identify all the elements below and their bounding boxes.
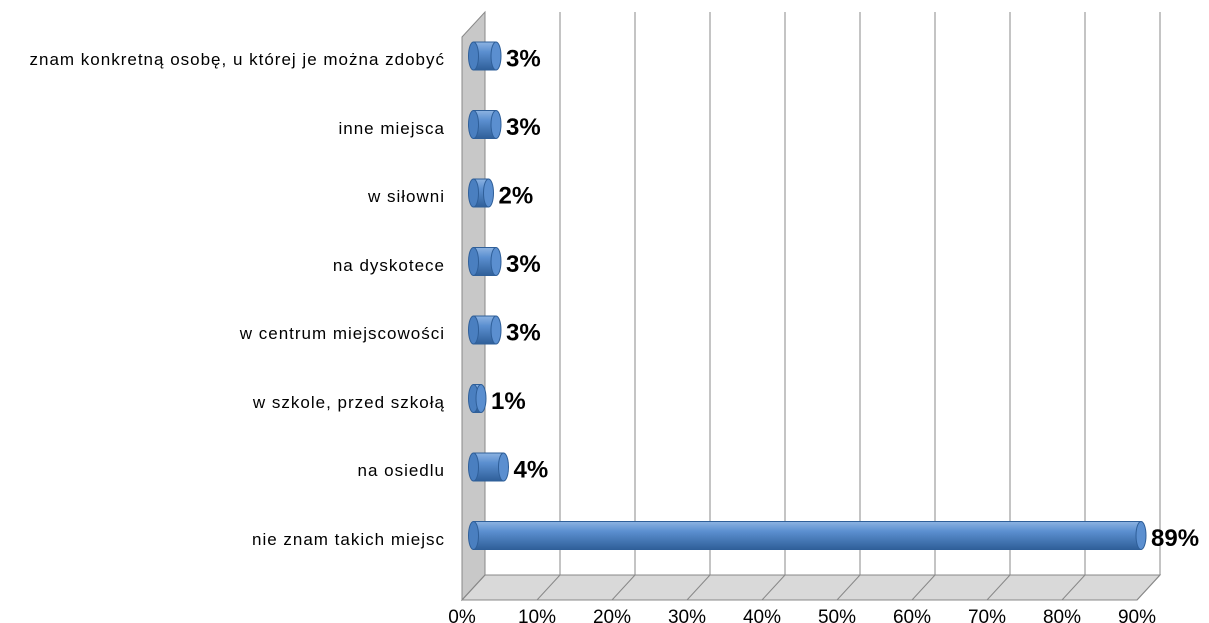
bar-cap-start xyxy=(468,315,479,345)
y-tick-label: nie znam takich miejsc xyxy=(251,529,445,549)
bar-cap-end xyxy=(490,110,502,139)
value-label: 3% xyxy=(506,45,541,72)
x-tick-label: 30% xyxy=(668,607,706,623)
bar-cap-start xyxy=(468,41,479,71)
floor-grid-line xyxy=(911,574,936,601)
bar-cap-end xyxy=(490,315,502,345)
value-label: 3% xyxy=(506,114,541,141)
x-tick-label: 10% xyxy=(518,607,556,623)
x-tick-label: 80% xyxy=(1043,607,1081,623)
value-label: 89% xyxy=(1151,525,1199,552)
bar xyxy=(473,521,1142,550)
bar-cap-end xyxy=(1135,521,1147,550)
value-label: 4% xyxy=(514,456,549,483)
floor-grid-line xyxy=(1136,574,1161,601)
x-tick-label: 50% xyxy=(818,607,856,623)
y-tick-label: inne miejsca xyxy=(338,118,445,138)
bar-cap-start xyxy=(468,178,479,208)
bar-cap-end xyxy=(498,452,509,482)
bar-cap-start xyxy=(468,247,479,276)
y-tick-label: na dyskotece xyxy=(332,255,445,275)
floor-grid-line xyxy=(611,574,636,601)
bar-cap-end xyxy=(483,178,494,208)
bar-cap-end xyxy=(475,384,487,413)
bar-cap-start xyxy=(468,521,479,550)
y-tick-label: w centrum miejscowości xyxy=(239,324,445,343)
y-tick-label: znam konkretną osobę, u której je można … xyxy=(29,50,445,69)
x-tick-label: 0% xyxy=(448,607,476,623)
floor-grid-line xyxy=(836,574,861,601)
bar-cap-end xyxy=(490,247,502,276)
floor-grid-line xyxy=(686,574,711,601)
y-tick-label: na osiedlu xyxy=(357,461,445,480)
floor-grid-line xyxy=(1061,574,1086,601)
x-tick-label: 90% xyxy=(1118,607,1156,623)
y-tick-label: w siłowni xyxy=(367,187,445,206)
y-tick-label: w szkole, przed szkołą xyxy=(252,392,445,412)
x-tick-label: 20% xyxy=(593,607,631,623)
x-tick-label: 70% xyxy=(968,607,1006,623)
floor-grid-line xyxy=(761,574,786,601)
floor-grid-line xyxy=(461,574,486,601)
bar-cap-start xyxy=(468,452,479,482)
floor xyxy=(460,574,1162,601)
value-label: 1% xyxy=(491,388,526,415)
side-wall xyxy=(461,10,486,602)
value-label: 3% xyxy=(506,251,541,278)
x-tick-label: 40% xyxy=(743,607,781,623)
floor-grid-line xyxy=(536,574,561,601)
value-label: 3% xyxy=(506,319,541,346)
floor-grid-line xyxy=(986,574,1011,601)
bar-cap-end xyxy=(490,41,502,71)
x-tick-label: 60% xyxy=(893,607,931,623)
bar-cap-start xyxy=(468,110,479,139)
value-label: 2% xyxy=(499,182,534,209)
